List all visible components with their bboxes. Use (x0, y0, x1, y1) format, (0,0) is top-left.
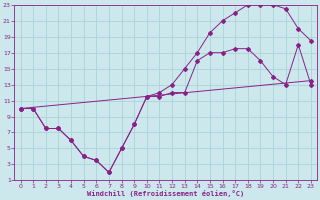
X-axis label: Windchill (Refroidissement éolien,°C): Windchill (Refroidissement éolien,°C) (87, 190, 244, 197)
